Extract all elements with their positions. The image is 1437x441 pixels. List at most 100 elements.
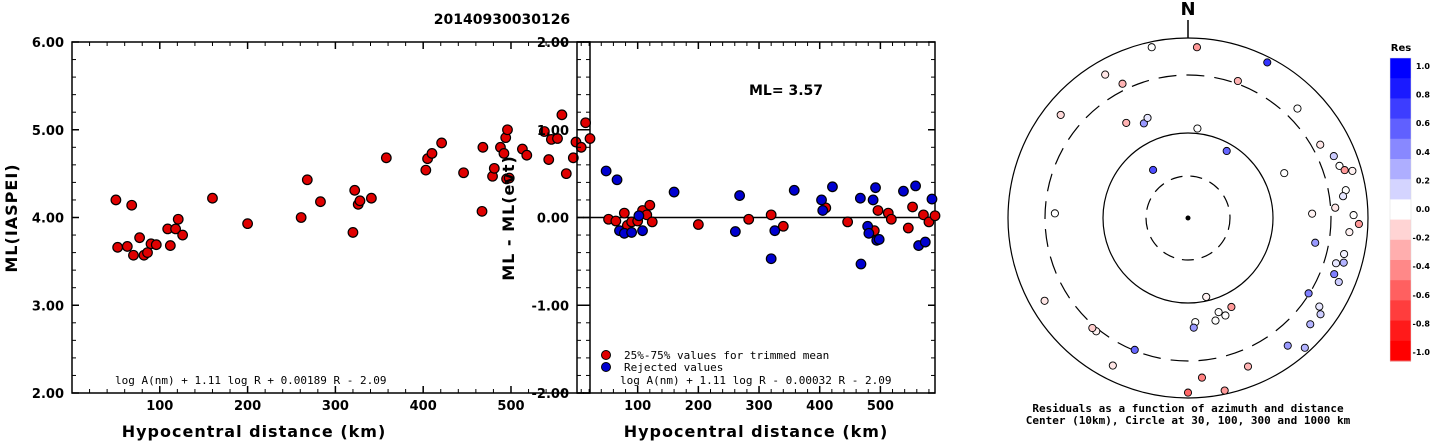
plot1-ticks: 2.00 3.00 4.00 5.00 6.00 100 200 300 400 500 bbox=[32, 36, 590, 414]
polar-point bbox=[1222, 146, 1231, 156]
legend-label-trimmed: 25%-75% values for trimmed mean bbox=[624, 349, 829, 362]
polar-point bbox=[1101, 70, 1110, 79]
colorbar-cell bbox=[1390, 239, 1411, 261]
colorbar-frame bbox=[1389, 57, 1412, 362]
plot1-xtick-label: 500 bbox=[497, 399, 524, 414]
plot-title: 20140930030126 bbox=[434, 12, 570, 28]
plot1-point bbox=[128, 249, 139, 261]
polar-point bbox=[1315, 302, 1324, 311]
plot2-point bbox=[626, 227, 638, 238]
polar-point bbox=[1331, 259, 1341, 268]
colorbar-cell bbox=[1390, 98, 1411, 120]
plot2-ytick-label: 2.00 bbox=[537, 36, 569, 51]
plot2-legend: 25%-75% values for trimmed mean Rejected… bbox=[601, 349, 829, 374]
polar-point bbox=[1331, 203, 1340, 212]
plot2-point bbox=[842, 216, 854, 228]
plot1-point bbox=[543, 154, 555, 165]
polar-point bbox=[1147, 43, 1156, 52]
plot1-point bbox=[584, 133, 596, 144]
plot2-point bbox=[729, 226, 741, 237]
plot1-point bbox=[477, 141, 489, 153]
plot2-point bbox=[867, 194, 879, 206]
plot1-ytick-label: 2.00 bbox=[32, 387, 64, 402]
plot1-point bbox=[301, 174, 313, 186]
plot1-point bbox=[580, 117, 592, 129]
plot1-y-axis-label: ML(IASPEI) bbox=[2, 163, 21, 272]
polar-point bbox=[1316, 310, 1325, 319]
polar-point bbox=[1130, 345, 1139, 354]
colorbar-tick-label: -0.8 bbox=[1413, 319, 1431, 328]
plot2-point bbox=[870, 182, 881, 194]
polar-point bbox=[1340, 249, 1349, 259]
plot2-point bbox=[885, 213, 897, 225]
plot2-point bbox=[855, 258, 867, 270]
polar-point bbox=[1348, 166, 1357, 175]
polar-point bbox=[1227, 302, 1236, 312]
colorbar-labels: 1.0 0.8 0.6 0.4 0.2 0.0 -0.2 -0.4 -0.6 -0.8 -1.0 bbox=[1413, 62, 1431, 357]
plot2-point bbox=[646, 216, 658, 228]
plot1-ytick-label: 4.00 bbox=[32, 212, 64, 227]
polar-point bbox=[1108, 361, 1117, 370]
plot1-x-axis-label: Hypocentral distance (km) bbox=[122, 422, 387, 441]
plot1-point bbox=[349, 184, 361, 196]
plot2-point bbox=[854, 192, 866, 204]
plot1-point bbox=[121, 241, 133, 252]
plot1-point bbox=[488, 162, 500, 174]
plot2-ytick-label: -2.00 bbox=[532, 387, 569, 402]
plot2-point bbox=[816, 194, 827, 206]
plot1-point bbox=[207, 192, 218, 204]
plot1-point bbox=[380, 152, 392, 164]
north-label: N bbox=[1180, 0, 1195, 20]
colorbar-cell bbox=[1390, 138, 1411, 160]
panel-residual-vs-distance: -2.00 -1.00 0.00 1.00 2.00 100 200 300 400 500 Hy… bbox=[499, 36, 941, 441]
polar-caption-line2: Center (10km), Circle at 30, 100, 300 an… bbox=[1026, 414, 1351, 427]
polar-point bbox=[1304, 289, 1313, 298]
polar-point bbox=[1118, 79, 1127, 88]
plot1-ytick-label: 5.00 bbox=[32, 124, 64, 139]
plot2-ytick-label: -1.00 bbox=[532, 299, 569, 314]
plot2-point bbox=[734, 190, 746, 201]
plot2-point bbox=[610, 215, 622, 227]
plot2-xtick-label: 100 bbox=[624, 399, 651, 414]
circle-1000km bbox=[1007, 37, 1369, 399]
polar-point bbox=[1050, 209, 1059, 218]
polar-point bbox=[1192, 43, 1201, 52]
plot1-point bbox=[150, 239, 162, 251]
polar-point bbox=[1330, 270, 1339, 279]
plot2-point bbox=[902, 222, 914, 234]
plot2-formula: log A(nm) + 1.11 log R - 0.00032 R - 2.0… bbox=[620, 374, 892, 387]
plot2-point bbox=[637, 225, 648, 237]
colorbar-cell bbox=[1390, 300, 1411, 322]
plot2-point bbox=[668, 186, 680, 198]
polar-point bbox=[1293, 104, 1302, 113]
plot1-xtick-label: 300 bbox=[322, 399, 349, 414]
plot1-point bbox=[567, 152, 579, 164]
colorbar-cell bbox=[1390, 179, 1411, 200]
colorbar-cell bbox=[1390, 280, 1411, 301]
polar-point bbox=[1308, 209, 1317, 218]
plot2-point bbox=[910, 180, 921, 192]
colorbar-tick-label: -0.6 bbox=[1413, 291, 1431, 300]
polar-point bbox=[1193, 124, 1202, 133]
polar-point bbox=[1197, 373, 1207, 382]
plot1-point bbox=[110, 194, 122, 206]
plot1-point bbox=[164, 240, 176, 251]
polar-point bbox=[1339, 192, 1348, 201]
plot1-point bbox=[476, 205, 488, 217]
polar-point bbox=[1189, 323, 1198, 332]
colorbar-title: Res bbox=[1391, 43, 1411, 54]
plot1-point bbox=[538, 126, 550, 137]
circle-100km bbox=[1102, 132, 1274, 304]
center-point bbox=[1185, 215, 1191, 221]
plot1-point bbox=[458, 167, 469, 179]
polar-point bbox=[1340, 166, 1349, 175]
polar-point bbox=[1263, 58, 1272, 67]
plot1-point bbox=[521, 149, 533, 161]
plot1-xtick-label: 400 bbox=[410, 399, 437, 414]
colorbar-cell bbox=[1390, 320, 1411, 342]
ml-value-annotation: ML= 3.57 bbox=[749, 83, 823, 99]
plot1-point bbox=[172, 213, 184, 225]
polar-caption-line1: Residuals as a function of azimuth and d… bbox=[1032, 402, 1344, 415]
polar-point bbox=[1311, 238, 1320, 247]
